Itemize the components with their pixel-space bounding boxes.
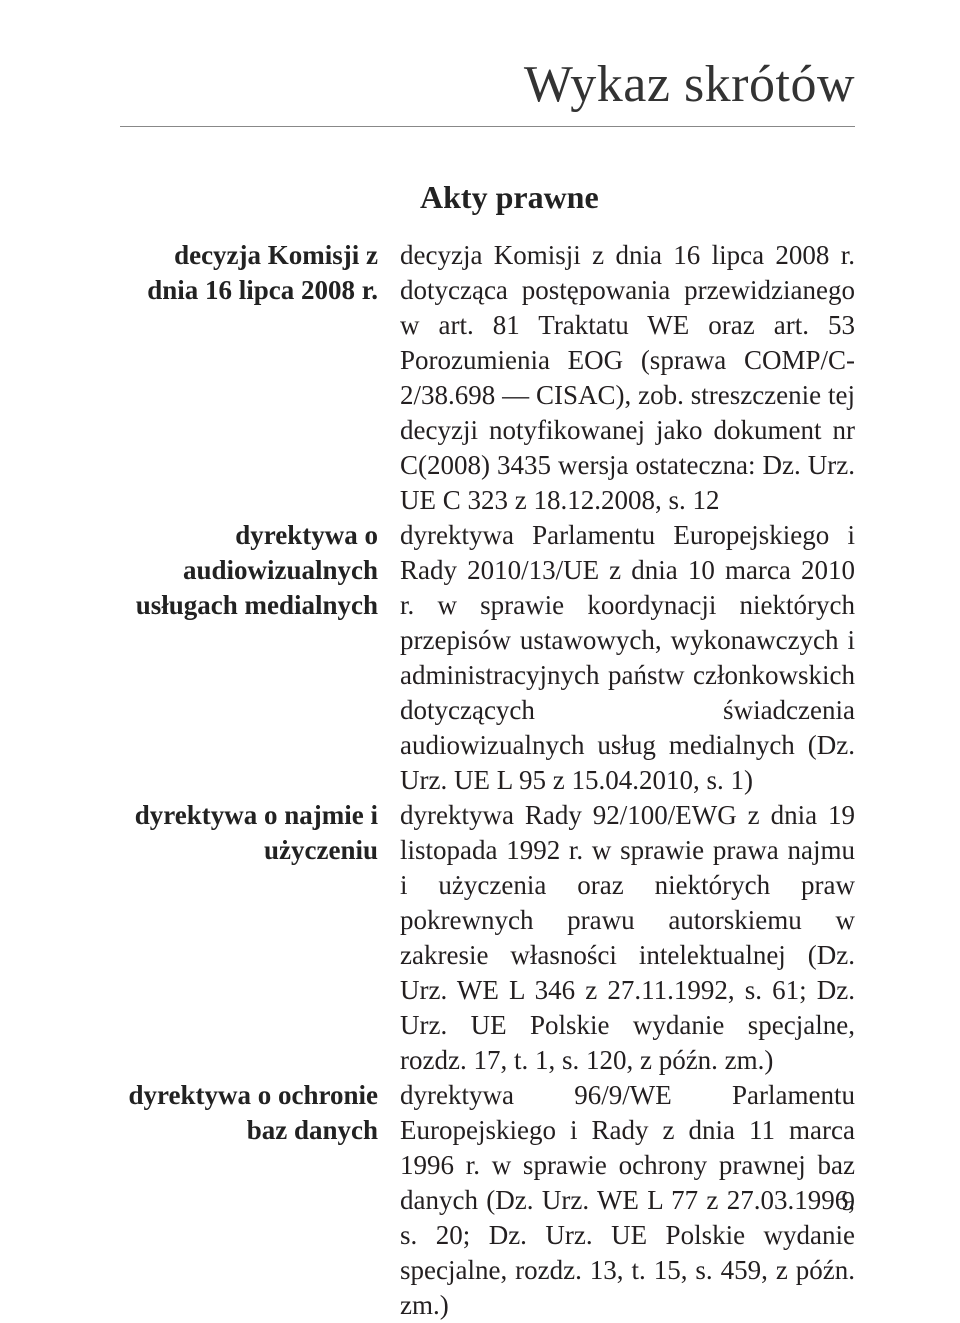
abbrev-entry: dyrektywa o najmie i użyczeniu dyrektywa… [120,798,855,1078]
abbrev-entry: decyzja Komisji z dnia 16 lipca 2008 r. … [120,238,855,518]
section-subtitle: Akty prawne [420,179,855,216]
abbrev-definition: dyrektywa Parlamentu Europejskiego i Rad… [400,518,855,798]
abbrev-definition: dyrektywa Rady 92/100/EWG z dnia 19 list… [400,798,855,1078]
page-number: 9 [842,1186,856,1217]
abbrev-entry: dyrektywa o audiowizualnych usługach med… [120,518,855,798]
abbrev-definition: dyrektywa 96/9/WE Parlamentu Europejskie… [400,1078,855,1323]
abbrev-entry: dyrektywa o ochronie baz danych dyrektyw… [120,1078,855,1323]
abbrev-term: dyrektywa o ochronie baz danych [120,1078,400,1148]
abbrev-definition: decyzja Komisji z dnia 16 lipca 2008 r. … [400,238,855,518]
abbrev-term: decyzja Komisji z dnia 16 lipca 2008 r. [120,238,400,308]
page-title: Wykaz skrótów [120,55,855,114]
title-rule [120,126,855,127]
page: Wykaz skrótów Akty prawne decyzja Komisj… [0,0,960,1272]
abbrev-term: dyrektywa o najmie i użyczeniu [120,798,400,868]
entries-list: decyzja Komisji z dnia 16 lipca 2008 r. … [120,238,855,1323]
abbrev-term: dyrektywa o audiowizualnych usługach med… [120,518,400,623]
